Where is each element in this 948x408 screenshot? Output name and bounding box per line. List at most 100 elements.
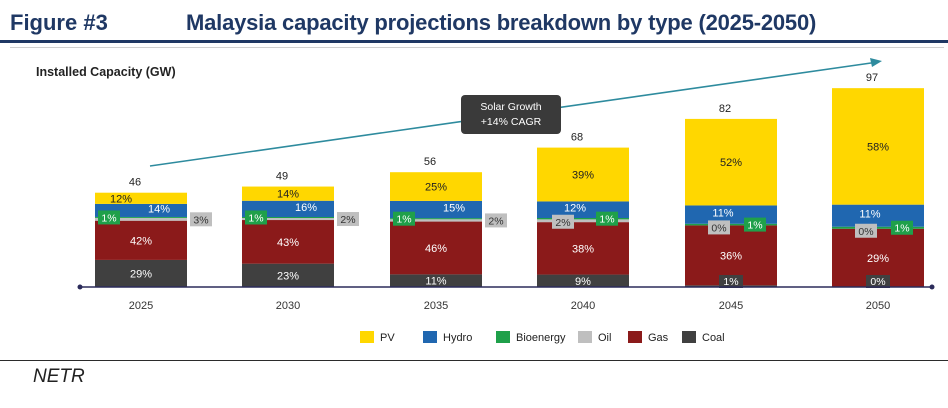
figure-header: Figure #3 Malaysia capacity projections … (0, 0, 948, 44)
legend-swatch-hydro (423, 331, 437, 343)
x-axis-end-dot (929, 284, 935, 290)
bar-total-label: 82 (719, 103, 731, 115)
segment-label-coal: 1% (723, 276, 738, 288)
legend-swatch-pv (360, 331, 374, 343)
legend-label-oil: Oil (598, 332, 611, 344)
bar-segment-pv-2050 (832, 88, 924, 205)
bar-segment-coal-2035 (390, 274, 482, 287)
segment-tag-coal (719, 275, 743, 288)
x-tick-label: 2030 (276, 300, 300, 312)
segment-tag-oil (337, 212, 359, 227)
bar-segment-gas-2040 (537, 222, 629, 275)
segment-label-gas: 36% (720, 250, 742, 262)
bar-segment-oil-2030 (242, 218, 334, 221)
bar-segment-pv-2025 (95, 192, 187, 204)
segment-label-bioenergy: 1% (248, 212, 263, 224)
segment-label-coal: 9% (575, 276, 591, 288)
segment-label-hydro: 16% (295, 202, 317, 214)
legend-label-hydro: Hydro (443, 332, 472, 344)
segment-tag-oil (855, 223, 877, 238)
segment-label-oil: 2% (488, 215, 503, 227)
y-axis-label: Installed Capacity (GW) (36, 65, 176, 79)
segment-label-gas: 43% (277, 237, 299, 249)
x-tick-label: 2040 (571, 300, 595, 312)
footer-divider (0, 360, 948, 361)
bar-segment-gas-2035 (390, 221, 482, 275)
bar-segment-oil-2040 (537, 219, 629, 223)
segment-tag-oil (708, 220, 730, 235)
segment-label-hydro: 12% (564, 203, 586, 215)
bar-segment-gas-2030 (242, 220, 334, 264)
segment-label-bioenergy: 1% (747, 220, 762, 232)
x-tick-label: 2035 (424, 300, 448, 312)
x-tick-label: 2045 (719, 300, 743, 312)
bar-total-label: 68 (571, 132, 583, 144)
bar-segment-oil-2035 (390, 219, 482, 222)
segment-tag-bioenergy (596, 211, 618, 226)
segment-label-bioenergy: 1% (894, 223, 909, 235)
segment-label-pv: 14% (277, 189, 299, 201)
stacked-bar-chart: Installed Capacity (GW) 46 2025 29% 42% 14% 12… (36, 58, 935, 344)
segment-tag-oil (485, 213, 507, 228)
x-tick-label: 2025 (129, 300, 153, 312)
segment-label-coal: 23% (277, 270, 299, 282)
segment-label-gas: 38% (572, 243, 594, 255)
legend-swatch-oil (578, 331, 592, 343)
legend-label-bioenergy: Bioenergy (516, 332, 566, 344)
bar-segment-pv-2030 (242, 186, 334, 201)
chart-container: Installed Capacity (GW) 46 2025 29% 42% 14% 12… (10, 47, 944, 354)
bar-total-label: 56 (424, 156, 436, 168)
legend-label-coal: Coal (702, 332, 725, 344)
segment-tag-bioenergy (744, 217, 766, 232)
bar-segment-oil-2025 (95, 217, 187, 221)
segment-label-hydro: 11% (712, 208, 733, 220)
segment-tag-bioenergy (98, 210, 120, 225)
x-tick-label: 2050 (866, 300, 890, 312)
bar-segment-pv-2035 (390, 172, 482, 201)
legend-swatch-gas (628, 331, 642, 343)
segment-label-hydro: 15% (443, 203, 465, 215)
segment-label-pv: 39% (572, 170, 594, 182)
bar-total-label: 46 (129, 177, 141, 189)
segment-label-hydro: 11% (859, 209, 880, 221)
segment-tag-oil (552, 214, 574, 229)
figure-title: Malaysia capacity projections breakdown … (186, 10, 817, 35)
segment-label-pv: 52% (720, 157, 742, 169)
bar-segment-coal-2025 (95, 259, 187, 287)
segment-tag-bioenergy (891, 220, 913, 235)
segment-label-coal: 29% (130, 268, 152, 280)
segment-label-pv: 25% (425, 182, 447, 194)
bar-segment-bioenergy-2030 (242, 216, 334, 219)
header-divider (0, 40, 948, 43)
bar-segment-coal-2030 (242, 263, 334, 287)
segment-label-bioenergy: 1% (599, 214, 614, 226)
segment-label-bioenergy: 1% (101, 212, 116, 224)
bar-segment-bioenergy-2035 (390, 218, 482, 220)
segment-label-gas: 42% (130, 235, 152, 247)
segment-label-oil: 3% (193, 214, 208, 226)
segment-label-coal: 0% (870, 276, 885, 288)
legend-swatch-coal (682, 331, 696, 343)
bar-segment-pv-2040 (537, 147, 629, 202)
figure-number: Figure #3 (10, 10, 108, 35)
segment-tag-bioenergy (393, 211, 415, 226)
bar-segment-pv-2045 (685, 118, 777, 206)
segment-tag-coal (866, 275, 890, 288)
bar-segment-bioenergy-2045 (685, 223, 777, 226)
segment-tag-oil (190, 212, 212, 227)
legend-swatch-bioenergy (496, 331, 510, 343)
callout-line-2: +14% CAGR (481, 116, 542, 128)
x-axis-start-dot (77, 284, 83, 290)
segment-label-gas: 29% (867, 253, 889, 265)
segment-label-oil: 0% (711, 222, 726, 234)
bar-segment-bioenergy-2025 (95, 216, 187, 218)
segment-label-pv: 58% (867, 141, 889, 153)
callout-line-1: Solar Growth (480, 101, 541, 113)
segment-tag-bioenergy (245, 210, 267, 225)
segment-label-oil: 2% (340, 214, 355, 226)
legend-label-gas: Gas (648, 332, 669, 344)
segment-label-oil: 2% (555, 217, 570, 229)
bar-total-label: 97 (866, 72, 878, 84)
solar-growth-callout (461, 95, 561, 134)
segment-label-gas: 46% (425, 243, 447, 255)
